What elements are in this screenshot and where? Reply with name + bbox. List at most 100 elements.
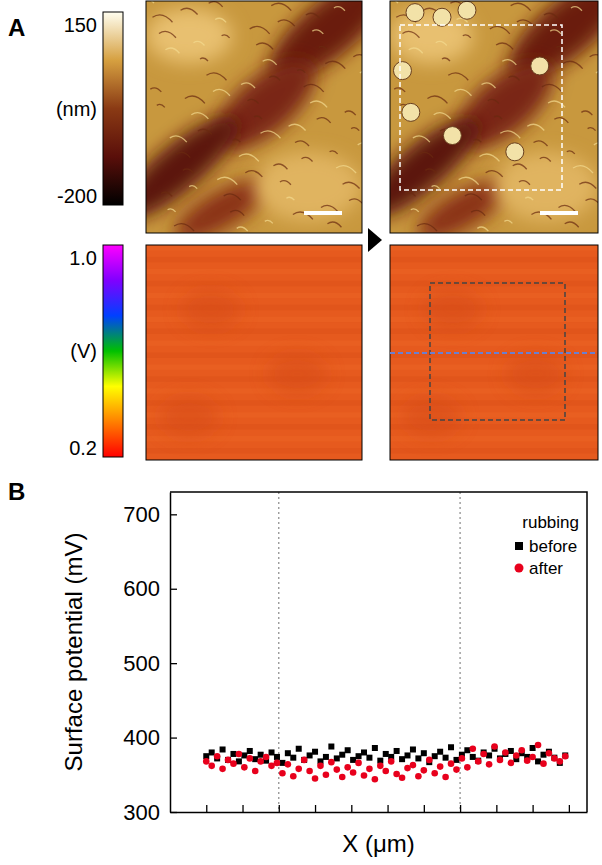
panel-label: B (8, 478, 25, 505)
data-point (361, 749, 367, 755)
y-axis: 300400500600700 (123, 493, 177, 825)
y-tick-label: 400 (123, 725, 160, 750)
data-point (290, 755, 296, 761)
data-point (209, 749, 215, 755)
data-point (393, 771, 400, 778)
x-tick (206, 805, 207, 812)
colorbar: -200 150 (nm) (56, 12, 123, 207)
colorbar-unit: (V) (70, 340, 97, 362)
colorbar-unit: (nm) (56, 98, 97, 120)
x-tick-mark (424, 805, 425, 812)
plot-frame (170, 492, 587, 812)
data-point (241, 764, 248, 771)
data-point (415, 755, 421, 761)
image-frame (146, 1, 362, 233)
scale-bar (304, 211, 342, 215)
data-point (437, 749, 443, 755)
x-tick-mark (279, 805, 280, 812)
data-point (290, 773, 297, 780)
y-axis-line (170, 493, 172, 813)
profile-line (390, 352, 598, 354)
y-tick: 500 (123, 651, 177, 676)
data-point (415, 773, 422, 780)
y-tick-mark (170, 737, 177, 738)
data-point (410, 762, 417, 769)
data-point (312, 775, 319, 782)
data-point (546, 750, 553, 757)
y-tick-label: 600 (123, 576, 160, 601)
data-point (258, 752, 264, 758)
data-point (453, 766, 460, 773)
data-point (230, 751, 236, 757)
data-point (355, 760, 362, 767)
image-frame (146, 245, 362, 460)
data-point (350, 757, 356, 763)
data-point (535, 758, 541, 764)
data-point (421, 767, 428, 774)
data-point (307, 752, 313, 758)
y-axis-title: Surface potential (mV) (60, 533, 87, 772)
x-tick-mark (569, 805, 570, 812)
data-point (241, 752, 247, 758)
data-point (388, 758, 395, 765)
scale-bar (540, 211, 578, 215)
data-point (361, 772, 368, 779)
data-point (459, 755, 466, 762)
data-point (350, 769, 357, 776)
data-point (529, 754, 536, 761)
x-tick (424, 805, 425, 812)
colorbar-tick-label: -200 (57, 185, 97, 207)
data-point (382, 768, 389, 775)
data-point (431, 770, 438, 777)
legend-label: after (529, 559, 563, 578)
data-point (513, 752, 520, 759)
data-point (214, 753, 221, 760)
data-point (274, 760, 281, 767)
data-point (219, 766, 226, 773)
data-point (366, 755, 372, 761)
data-point (486, 761, 493, 768)
legend: rubbingbeforeafter (515, 513, 580, 578)
colorbar: 0.21.0(V) (69, 245, 123, 459)
x-tick-mark (242, 805, 243, 812)
data-point (220, 746, 226, 752)
topography-image (146, 1, 362, 233)
y-tick-mark (170, 663, 177, 664)
data-point (469, 745, 476, 752)
data-point (453, 757, 459, 763)
data-point (317, 763, 324, 770)
series (203, 744, 568, 766)
colorbar-tick-label: 1.0 (69, 247, 97, 269)
data-point (432, 753, 438, 759)
data-point (306, 768, 313, 775)
x-axis (171, 805, 588, 813)
data-point (274, 754, 280, 760)
x-axis-title: X (μm) (342, 830, 414, 857)
data-point (443, 755, 449, 761)
colorbar-gradient (103, 245, 123, 457)
data-point (236, 758, 242, 764)
data-point (448, 760, 455, 767)
data-point (399, 756, 405, 762)
x-tick (496, 805, 497, 812)
data-point (344, 764, 351, 771)
y-tick: 600 (123, 576, 177, 601)
data-point (252, 756, 258, 762)
data-point (557, 758, 564, 765)
x-tick (351, 805, 352, 812)
x-tick (533, 805, 534, 812)
data-point (421, 750, 427, 756)
data-point (225, 757, 231, 763)
data-point (252, 768, 259, 775)
x-tick (243, 805, 244, 812)
x-tick-mark (315, 805, 316, 812)
data-point (437, 763, 444, 770)
x-tick-mark (351, 805, 352, 812)
data-point (562, 753, 569, 760)
data-point (372, 776, 379, 783)
series (203, 742, 569, 783)
x-tick (279, 805, 280, 812)
y-tick-mark (170, 589, 177, 590)
data-point (410, 746, 416, 752)
colorbar-tick-label: 150 (64, 14, 97, 36)
